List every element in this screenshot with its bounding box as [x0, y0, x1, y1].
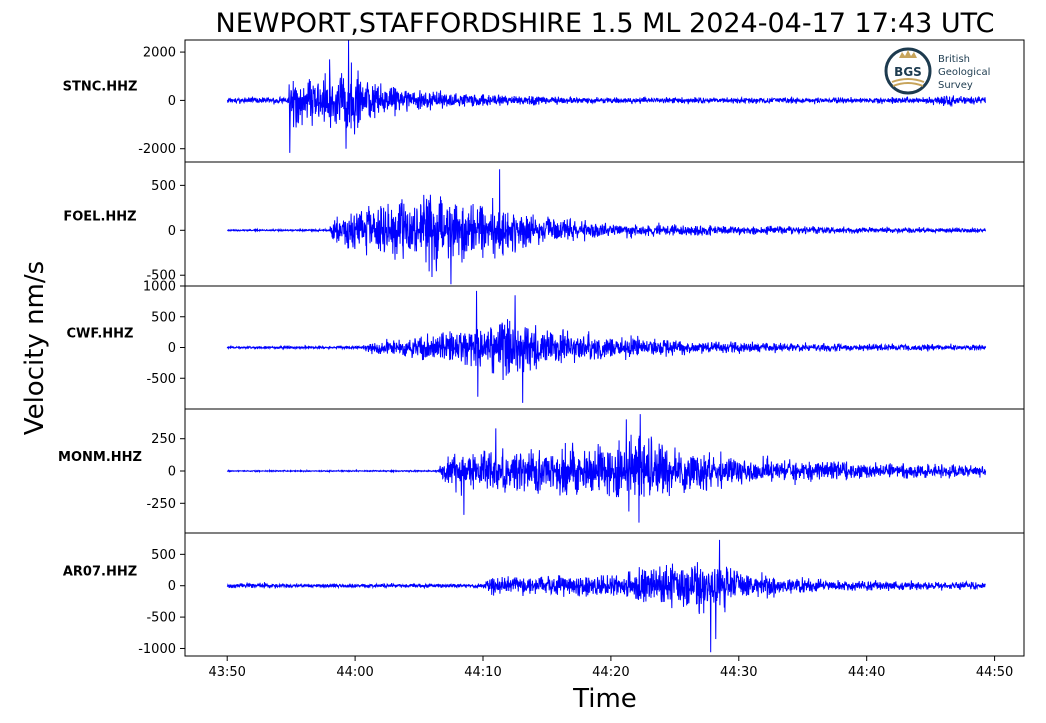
station-label: FOEL.HHZ — [63, 209, 136, 224]
y-tick-label: 1000 — [143, 280, 176, 295]
panel-ar07-hhz: 500 0 -500 -1000 AR07.HHZ — [63, 532, 1025, 657]
x-tick-label: 44:30 — [720, 665, 757, 680]
y-tick-label: 0 — [168, 94, 176, 109]
y-tick-label: -250 — [146, 497, 176, 512]
x-tick-label: 44:20 — [592, 665, 629, 680]
waveform-ar07-hhz — [226, 539, 986, 653]
panel-cwf-hhz: 1000 500 0 -500 CWF.HHZ — [67, 280, 1025, 410]
bgs-logo-line-2: Geological — [938, 67, 990, 78]
y-tick-label: -1000 — [138, 642, 176, 657]
panel-stnc-hhz: 2000 0 -2000 STNC.HHZ — [63, 39, 1025, 163]
x-tick-label: 44:00 — [336, 665, 373, 680]
y-tick-label: 0 — [168, 579, 176, 594]
panel-monm-hhz: 250 0 -250 MONM.HHZ — [58, 408, 1025, 534]
y-tick-label: 500 — [151, 548, 176, 563]
x-tick-label: 44:40 — [848, 665, 885, 680]
y-tick-label: -500 — [146, 269, 176, 284]
waveform-foel-hhz — [226, 169, 987, 285]
bgs-logo-crown-icon — [899, 50, 917, 58]
station-panels: 20000-2000STNC.HHZ5000-500FOEL.HHZ100050… — [58, 39, 1025, 657]
waveform-cwf-hhz — [226, 290, 987, 403]
bgs-logo: BGS British Geological Survey — [884, 47, 990, 95]
station-label: MONM.HHZ — [58, 450, 142, 465]
x-tick-label: 44:10 — [464, 665, 501, 680]
y-tick-label: 0 — [168, 224, 176, 239]
bgs-logo-strata-icon — [891, 78, 925, 87]
y-tick-label: -500 — [146, 611, 176, 626]
y-tick-label: 250 — [151, 432, 176, 447]
x-tick-label: 43:50 — [208, 665, 245, 680]
y-tick-label: 500 — [151, 310, 176, 325]
y-tick-label: -500 — [146, 372, 176, 387]
y-tick-label: 0 — [168, 465, 176, 480]
y-tick-label: 2000 — [143, 46, 176, 61]
panel-foel-hhz: 500 0 -500 FOEL.HHZ — [63, 161, 1025, 287]
x-axis-title: Time — [572, 684, 637, 714]
waveform-monm-hhz — [226, 414, 987, 523]
panel-frame — [184, 161, 1025, 287]
y-axis-title: Velocity nm/s — [20, 261, 50, 435]
y-tick-label: 500 — [151, 179, 176, 194]
y-tick-label: 0 — [168, 341, 176, 356]
station-label: STNC.HHZ — [63, 79, 138, 94]
bgs-logo-line-3: Survey — [938, 80, 973, 91]
bgs-logo-line-1: British — [938, 54, 970, 65]
waveform-stnc-hhz — [226, 39, 986, 153]
station-label: CWF.HHZ — [67, 327, 134, 342]
y-tick-label: -2000 — [138, 142, 176, 157]
panel-frame — [184, 532, 1025, 657]
station-label: AR07.HHZ — [63, 565, 137, 580]
x-tick-label: 44:50 — [976, 665, 1013, 680]
bgs-logo-abbr: BGS — [894, 65, 922, 79]
bgs-logo-ring — [884, 47, 932, 95]
x-axis: 43:50 44:00 44:10 44:20 44:30 44:40 44:50 — [208, 656, 1013, 680]
chart-title: NEWPORT,STAFFORDSHIRE 1.5 ML 2024-04-17 … — [216, 8, 995, 39]
